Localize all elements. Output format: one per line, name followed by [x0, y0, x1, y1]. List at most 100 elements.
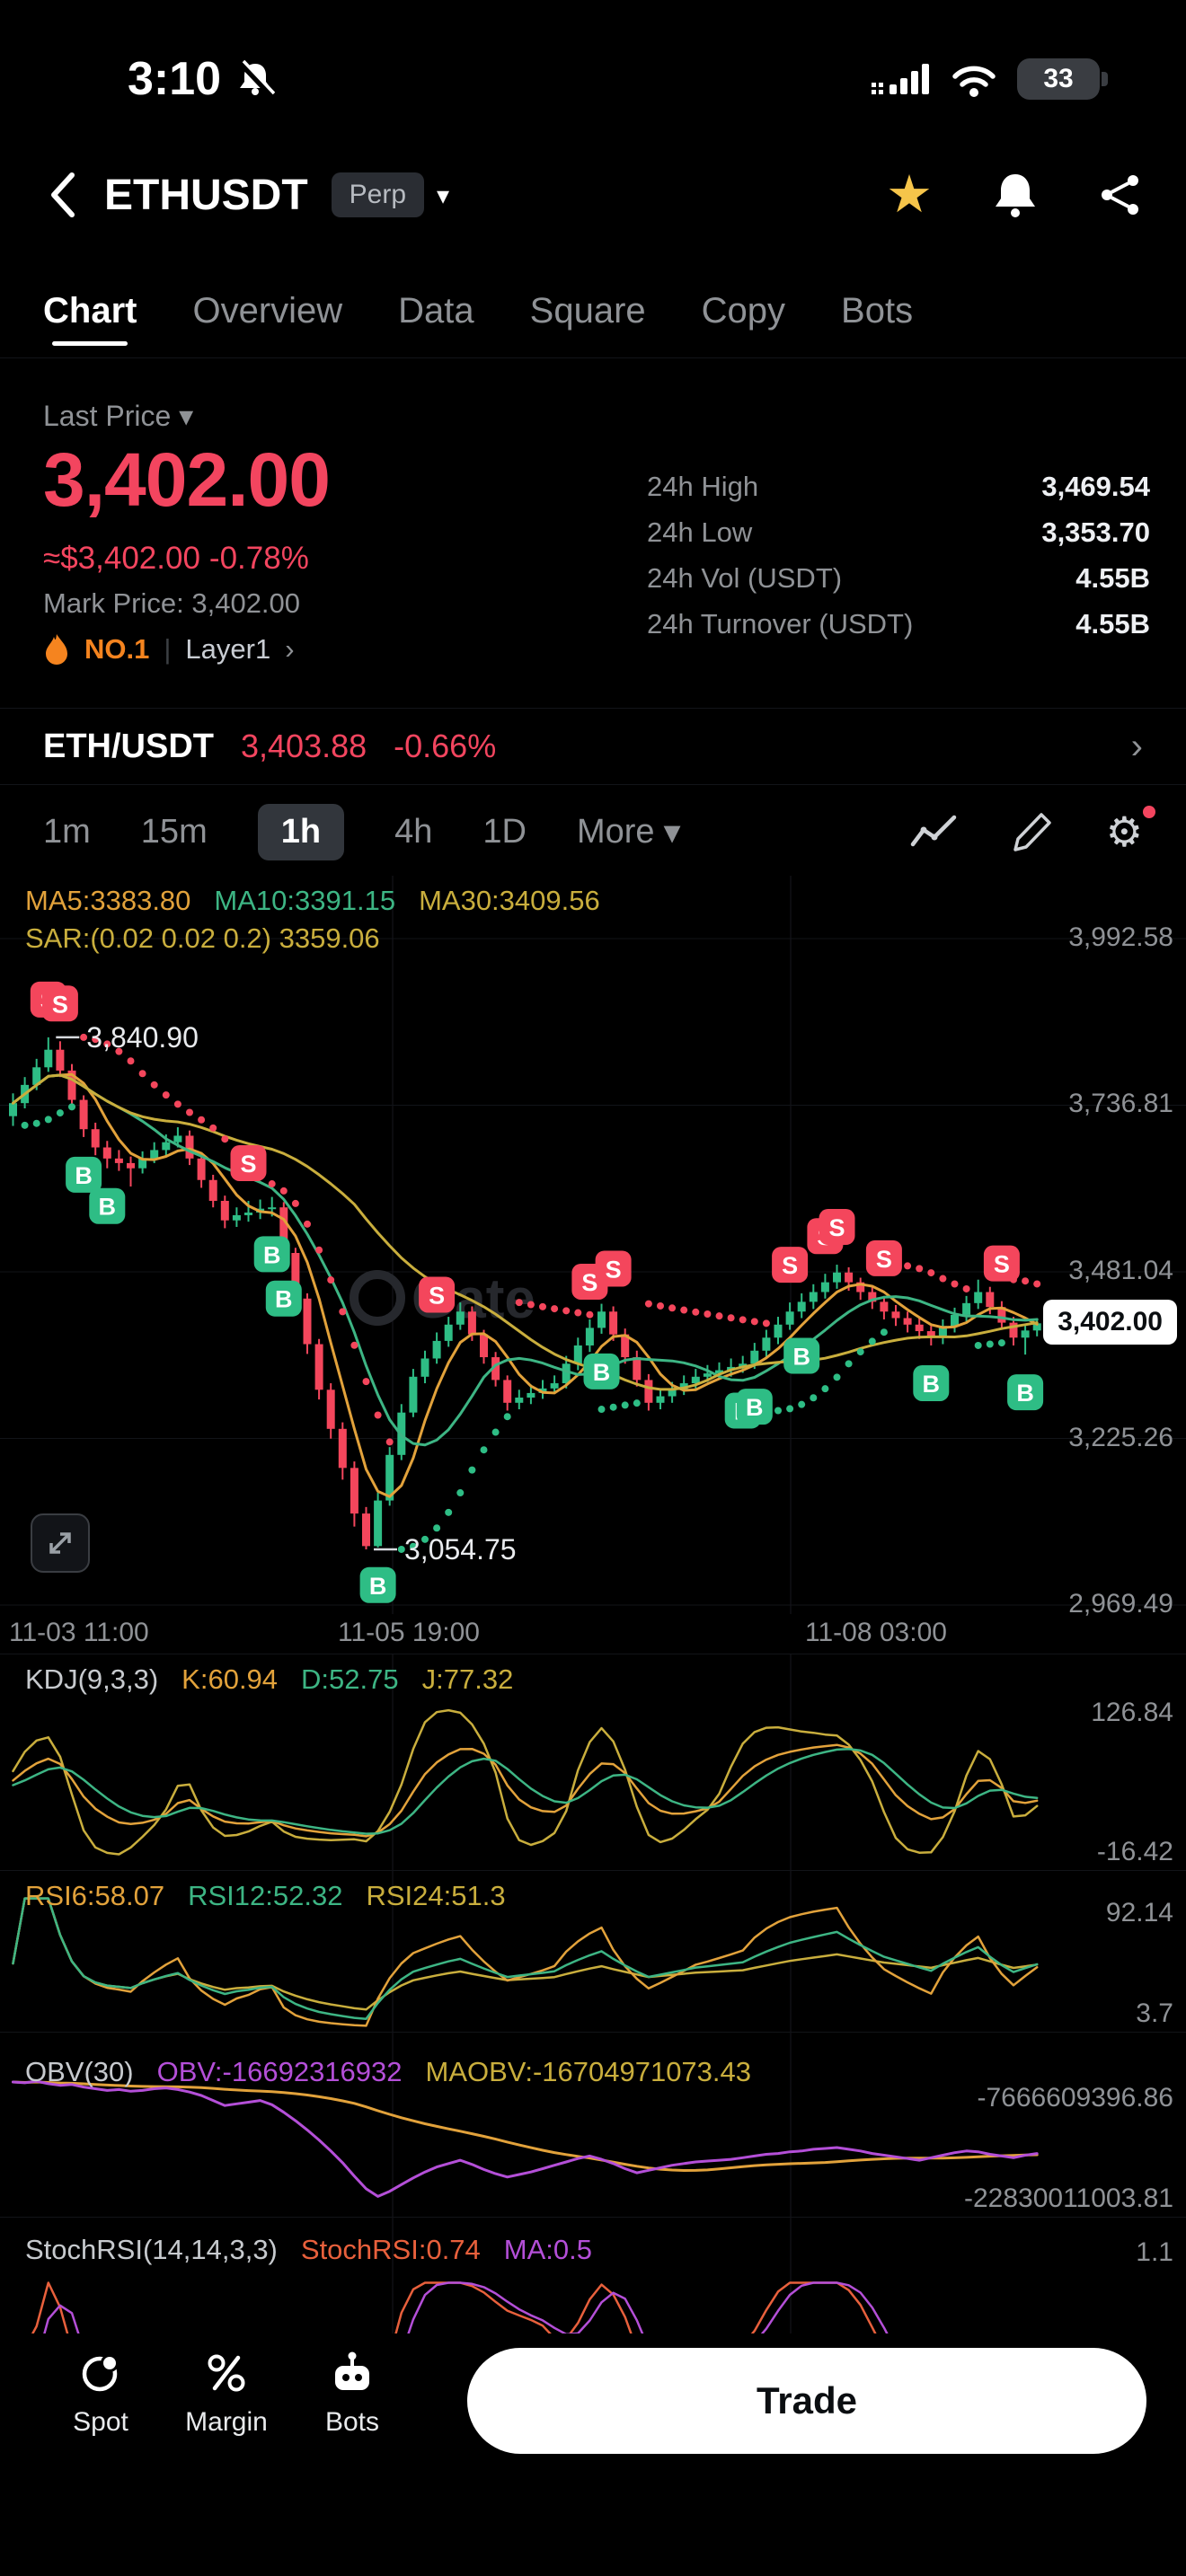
- svg-text:B: B: [369, 1573, 387, 1600]
- tab-data[interactable]: Data: [398, 290, 474, 331]
- margin-shortcut[interactable]: Margin: [178, 2348, 275, 2438]
- back-button[interactable]: [43, 168, 81, 222]
- svg-text:S: S: [429, 1282, 445, 1309]
- header: ETHUSDT Perp ▾ ★: [0, 135, 1186, 255]
- timeframe-15m[interactable]: 15m: [140, 812, 208, 851]
- svg-text:B: B: [923, 1371, 941, 1398]
- price-axis-label: 3,736.81: [1068, 1089, 1173, 1119]
- draw-tool-icon[interactable]: [1009, 809, 1054, 854]
- svg-text:S: S: [581, 1269, 597, 1296]
- notifications-muted-icon: [235, 59, 276, 99]
- price-alert-bell-icon[interactable]: [992, 171, 1039, 219]
- last-price: 3,402.00: [43, 437, 331, 522]
- trade-button[interactable]: Trade: [467, 2348, 1146, 2454]
- x-axis-label: 11-03 11:00: [9, 1618, 149, 1647]
- sar-indicator-values: SAR:(0.02 0.02 0.2) 3359.06: [25, 922, 380, 954]
- rsi-values: RSI6:58.07 RSI12:52.32 RSI24:51.3: [25, 1880, 506, 1911]
- favorite-star-icon[interactable]: ★: [886, 165, 933, 224]
- tab-bots[interactable]: Bots: [841, 290, 914, 331]
- svg-text:S: S: [782, 1252, 798, 1279]
- svg-text:B: B: [275, 1286, 293, 1313]
- svg-text:B: B: [99, 1194, 117, 1221]
- main-candlestick-chart[interactable]: GateSSBBSBBBSSBSBBSBSSSBSB3,840.903,054.…: [0, 876, 1186, 1654]
- chevron-right-icon: ›: [1130, 726, 1143, 766]
- spot-pair-change: -0.66%: [394, 728, 497, 764]
- price-axis-label: 3,481.04: [1068, 1255, 1173, 1285]
- share-icon[interactable]: [1098, 172, 1143, 217]
- rsi-indicator-panel[interactable]: RSI6:58.07 RSI12:52.32 RSI24:51.3 92.14 3.…: [0, 1870, 1186, 2033]
- bots-label: Bots: [324, 2407, 380, 2437]
- ma-indicator-values: MA5:3383.80 MA10:3391.15 MA30:3409.56: [25, 885, 600, 916]
- timeframe-4h[interactable]: 4h: [394, 812, 433, 851]
- price-axis-label: 2,969.49: [1068, 1589, 1173, 1619]
- status-bar: 3:10: [0, 32, 1186, 126]
- chart-settings-gear-icon[interactable]: ⚙: [1106, 806, 1155, 852]
- fullscreen-expand-button[interactable]: [31, 1513, 90, 1573]
- battery-indicator: 33: [1017, 58, 1108, 100]
- obv-values: OBV(30) OBV:-16692316932 MAOBV:-1670497107…: [25, 2056, 752, 2087]
- stat-row: 24h Vol (USDT) 4.55B: [647, 562, 1150, 594]
- spot-pair-price: 3,403.88: [241, 728, 367, 764]
- clock: 3:10: [128, 53, 222, 105]
- spot-shortcut[interactable]: Spot: [52, 2348, 149, 2438]
- token-tags[interactable]: NO.1 | Layer1 ›: [43, 632, 295, 666]
- last-price-dropdown[interactable]: Last Price ▾: [43, 400, 194, 432]
- rank-label: NO.1: [84, 633, 150, 665]
- spot-pair-row[interactable]: ETH/USDT 3,403.88 -0.66% ›: [0, 708, 1186, 785]
- svg-text:3,840.90: 3,840.90: [86, 1021, 199, 1054]
- svg-text:S: S: [876, 1246, 892, 1273]
- x-axis-label: 11-08 03:00: [805, 1618, 947, 1647]
- flame-icon: [43, 632, 70, 666]
- margin-label: Margin: [185, 2407, 268, 2437]
- timeframe-1m[interactable]: 1m: [43, 812, 91, 851]
- obv-max-label: -7666609396.86: [977, 2083, 1173, 2113]
- svg-text:B: B: [792, 1344, 810, 1371]
- caret-down-icon: ▾: [179, 400, 194, 432]
- fiat-approx-price: ≈$3,402.00: [43, 541, 200, 576]
- timeframe-1d[interactable]: 1D: [482, 812, 527, 851]
- kdj-values: KDJ(9,3,3) K:60.94 D:52.75 J:77.32: [25, 1663, 514, 1695]
- indicators-icon[interactable]: [910, 812, 957, 851]
- caret-down-icon: ▾: [663, 813, 681, 851]
- tab-copy[interactable]: Copy: [701, 290, 786, 331]
- price-axis-label: 3,225.26: [1068, 1422, 1173, 1452]
- time-axis: 11-03 11:00 11-05 19:00 11-08 03:00: [0, 1618, 1186, 1654]
- tab-overview[interactable]: Overview: [192, 290, 343, 331]
- last-price-tag: 3,402.00: [1043, 1300, 1177, 1345]
- ticker-section: Last Price ▾ 3,402.00 ≈$3,402.00 -0.78% …: [43, 386, 1150, 696]
- svg-text:B: B: [746, 1394, 764, 1421]
- spot-label: Spot: [73, 2407, 128, 2437]
- contract-type-badge[interactable]: Perp: [331, 172, 425, 217]
- svg-text:B: B: [593, 1359, 611, 1386]
- svg-text:B: B: [1016, 1380, 1034, 1407]
- obv-min-label: -22830011003.81: [964, 2183, 1173, 2213]
- kdj-max-label: 126.84: [1091, 1698, 1173, 1727]
- obv-indicator-panel[interactable]: OBV(30) OBV:-16692316932 MAOBV:-1670497107…: [0, 2032, 1186, 2218]
- bots-shortcut[interactable]: Bots: [304, 2348, 401, 2438]
- category-label: Layer1: [185, 633, 271, 665]
- tab-chart[interactable]: Chart: [43, 275, 137, 348]
- timeframe-1h[interactable]: 1h: [257, 803, 345, 860]
- margin-icon: [201, 2348, 252, 2398]
- x-axis-label: 11-05 19:00: [338, 1618, 480, 1647]
- spot-pair-name: ETH/USDT: [43, 727, 214, 765]
- wifi-icon: [949, 59, 999, 99]
- symbol-title: ETHUSDT: [104, 171, 308, 219]
- kdj-indicator-panel[interactable]: KDJ(9,3,3) K:60.94 D:52.75 J:77.32 126.84 -…: [0, 1654, 1186, 1871]
- svg-text:B: B: [75, 1162, 93, 1189]
- svg-text:S: S: [828, 1214, 845, 1241]
- svg-text:B: B: [263, 1241, 281, 1268]
- stochrsi-indicator-panel[interactable]: StochRSI(14,14,3,3) StochRSI:0.74 MA:0.5 1…: [0, 2217, 1186, 2334]
- stat-row: 24h Low 3,353.70: [647, 516, 1150, 548]
- tab-square[interactable]: Square: [529, 290, 646, 331]
- kdj-min-label: -16.42: [1096, 1837, 1173, 1866]
- stat-row: 24h Turnover (USDT) 4.55B: [647, 608, 1150, 640]
- timeframe-more-dropdown[interactable]: More ▾: [576, 812, 681, 851]
- mark-price: Mark Price: 3,402.00: [43, 587, 301, 619]
- stat-row: 24h High 3,469.54: [647, 471, 1150, 502]
- spot-icon: [75, 2348, 126, 2398]
- bottom-action-bar: Spot Margin Bots: [0, 2333, 1186, 2576]
- symbol-dropdown-caret[interactable]: ▾: [437, 181, 450, 209]
- svg-text:S: S: [52, 991, 68, 1018]
